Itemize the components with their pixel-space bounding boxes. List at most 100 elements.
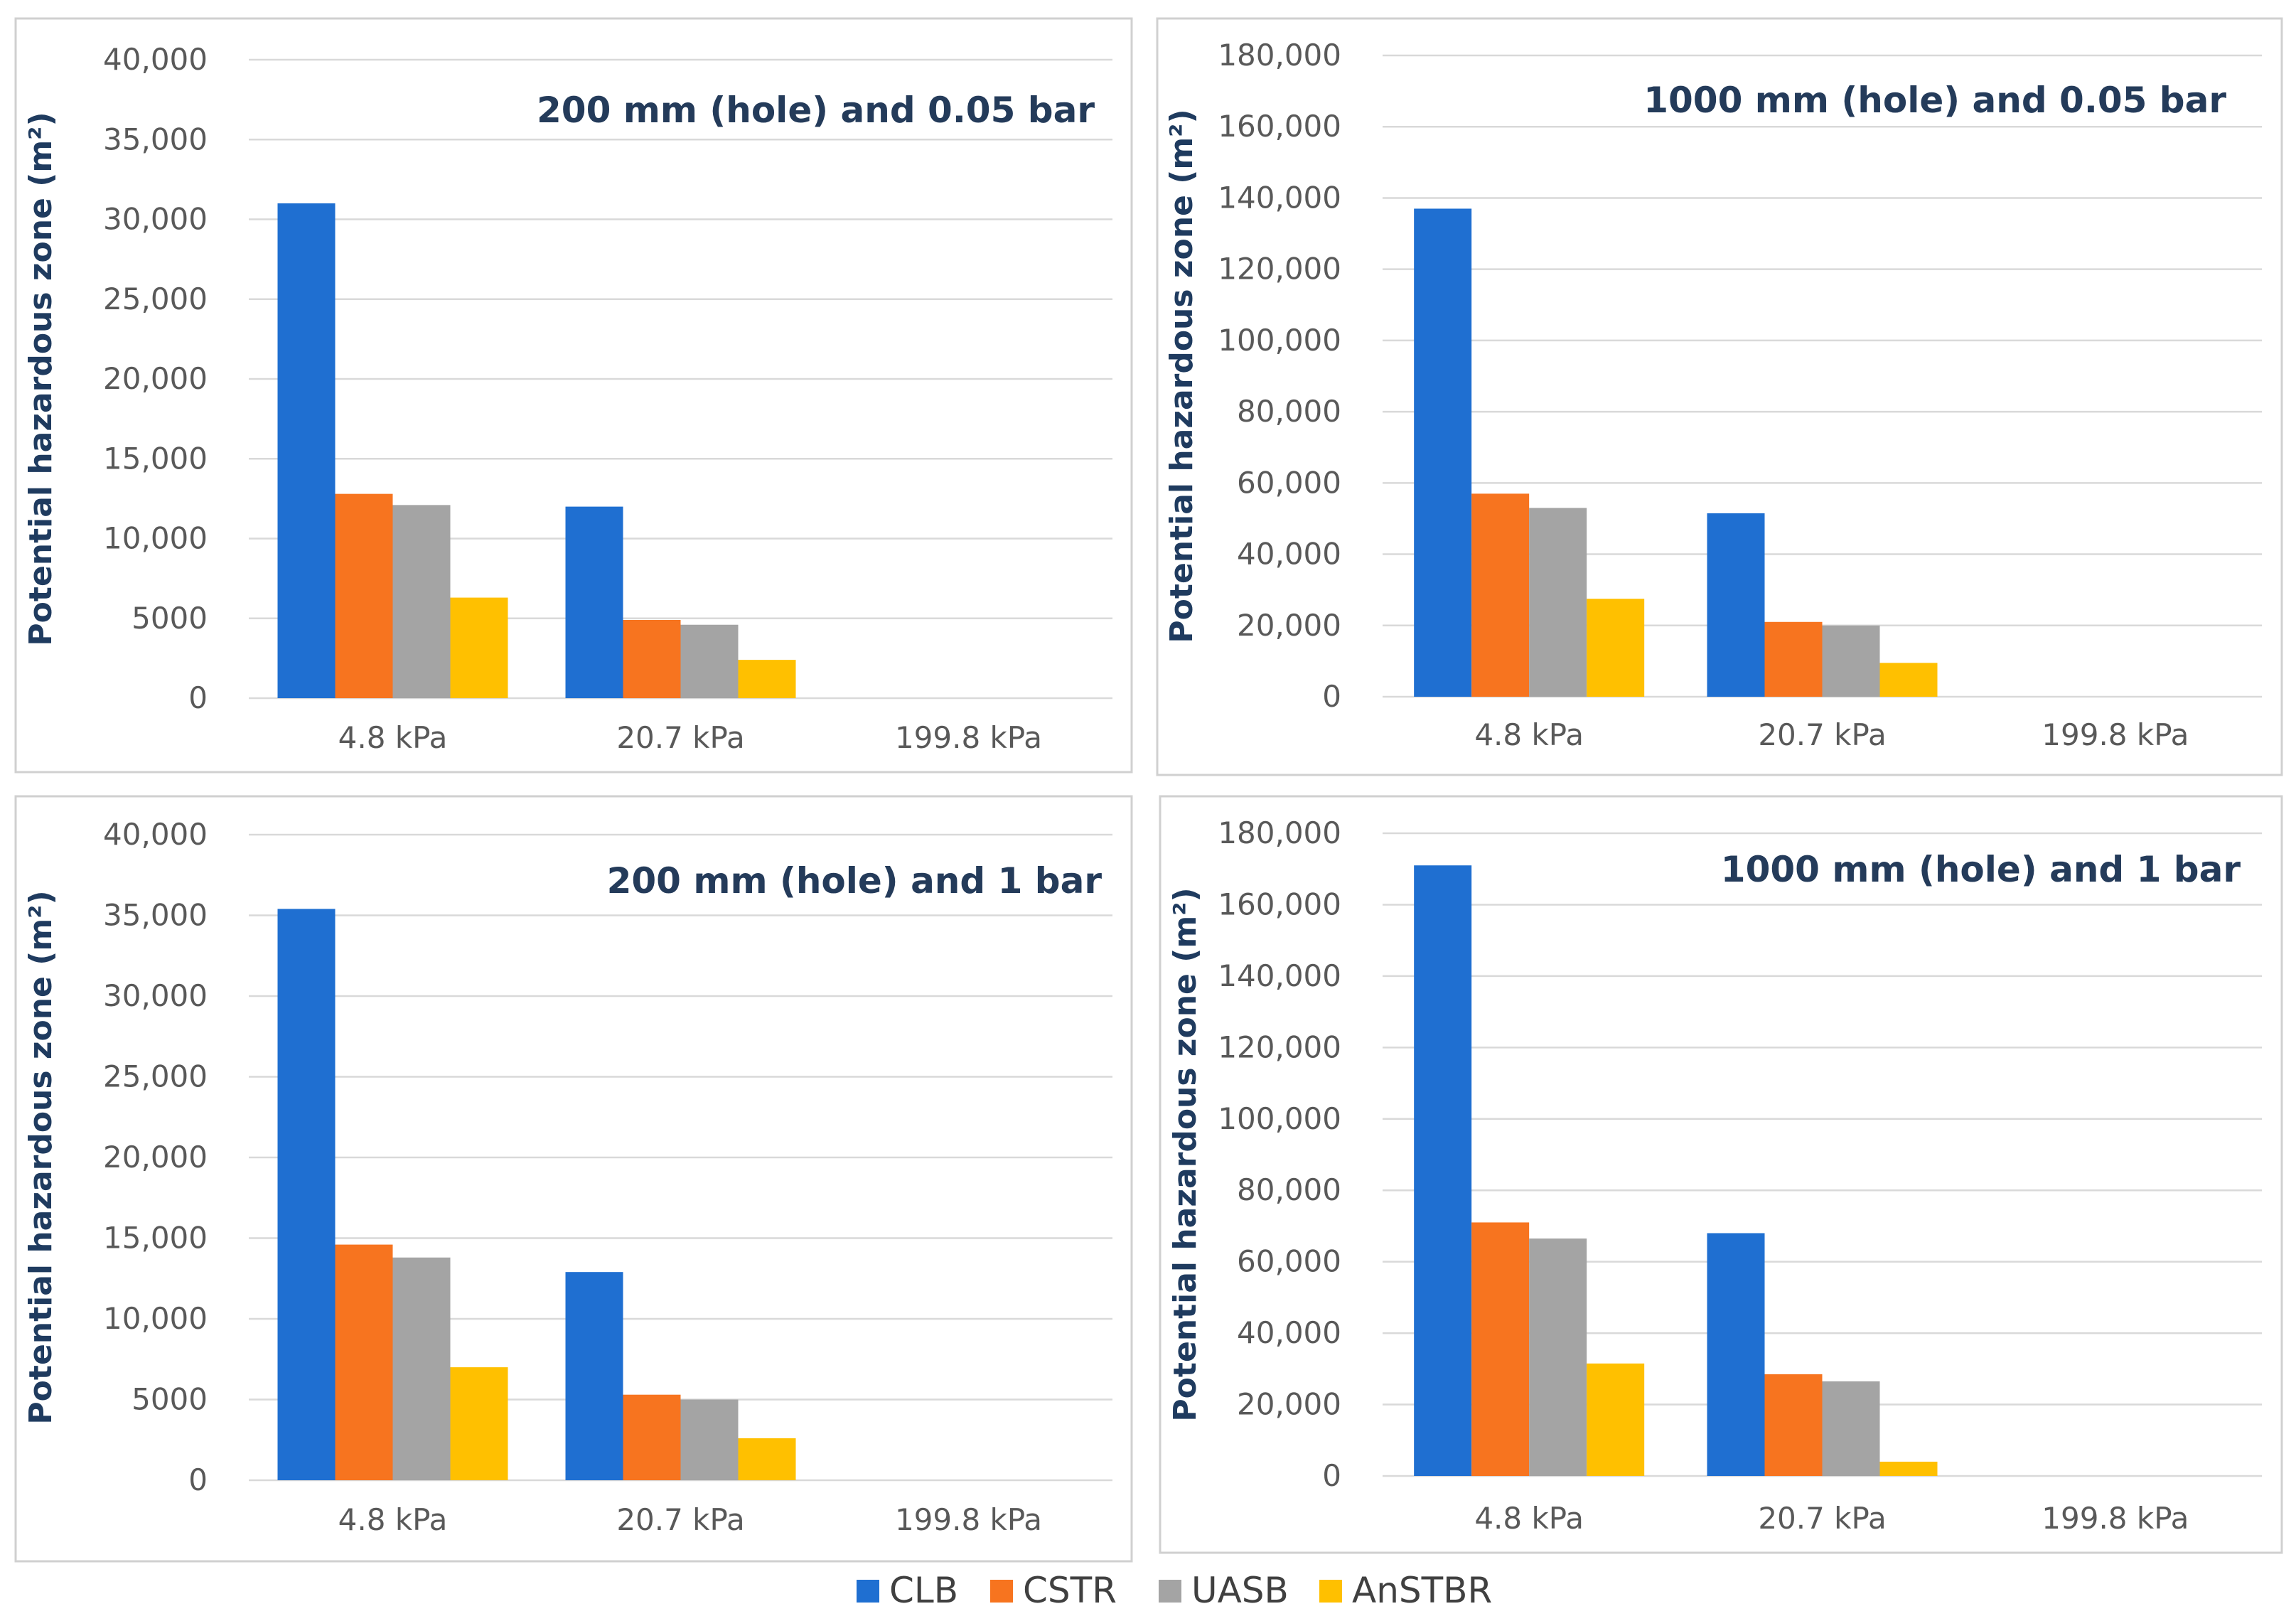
y-tick-label: 60,000	[1237, 1244, 1341, 1279]
bar-clb-2	[565, 506, 623, 698]
y-tick-label: 40,000	[1237, 537, 1341, 572]
y-tick-label: 20,000	[103, 1140, 208, 1175]
chart-title: 1000 mm (hole) and 0.05 bar	[1643, 80, 2226, 121]
chart-panel-4: 0 20,000 40,000 60,000 80,000 100,000 120,000 1…	[1159, 795, 2283, 1554]
y-tick-label: 60,000	[1237, 465, 1341, 500]
bar-uasb-1	[392, 1257, 451, 1480]
legend: CLB CSTR UASB AnSTBR	[857, 1570, 1492, 1611]
bar-clb-1	[1414, 208, 1472, 697]
bar-uasb-2	[1822, 625, 1880, 697]
bar-anstbr-2	[738, 1438, 796, 1480]
legend-item-clb: CLB	[857, 1570, 958, 1611]
legend-item-cstr: CSTR	[990, 1570, 1117, 1611]
bar-anstbr-2	[1879, 663, 1938, 697]
bar-cstr-1	[1471, 1222, 1530, 1476]
y-tick-label: 30,000	[103, 202, 208, 237]
bar-clb-1	[277, 203, 336, 698]
legend-swatch	[1319, 1580, 1342, 1603]
y-tick-label: 30,000	[103, 978, 208, 1013]
y-tick-label: 25,000	[103, 282, 208, 316]
y-tick-label: 5000	[132, 1382, 208, 1417]
y-tick-label: 5000	[132, 601, 208, 636]
legend-swatch	[990, 1580, 1013, 1603]
y-tick-label: 15,000	[103, 1221, 208, 1256]
y-tick-label: 120,000	[1218, 252, 1341, 287]
legend-label: UASB	[1191, 1570, 1289, 1611]
y-axis-title: Potential hazardous zone (m²)	[23, 112, 59, 646]
y-tick-label: 100,000	[1218, 1101, 1341, 1136]
bar-cstr-1	[335, 1244, 393, 1480]
x-category-label: 20.7 kPa	[616, 720, 744, 755]
y-tick-label: 120,000	[1218, 1029, 1341, 1064]
y-tick-label: 80,000	[1237, 1172, 1341, 1207]
legend-item-anstbr: AnSTBR	[1319, 1570, 1492, 1611]
bar-uasb-2	[1822, 1381, 1880, 1476]
x-category-label: 20.7 kPa	[1758, 1501, 1886, 1536]
bar-cstr-2	[1764, 1374, 1823, 1476]
y-tick-label: 10,000	[103, 1301, 208, 1336]
y-axis-title: Potential hazardous zone (m²)	[1167, 887, 1203, 1421]
x-category-label: 4.8 kPa	[338, 720, 448, 755]
bar-cstr-2	[1764, 621, 1823, 697]
bar-cstr-1	[335, 493, 393, 698]
y-tick-label: 40,000	[103, 42, 208, 77]
bar-anstbr-1	[1587, 599, 1645, 697]
chart-panel-3: 0 5000 10,000 15,000 20,000 25,000 30,000 35,00…	[14, 795, 1133, 1563]
x-category-label: 199.8 kPa	[2042, 1501, 2189, 1536]
y-tick-label: 35,000	[103, 898, 208, 933]
bar-cstr-2	[623, 619, 681, 698]
y-tick-label: 15,000	[103, 441, 208, 476]
y-tick-label: 80,000	[1237, 394, 1341, 429]
y-tick-label: 35,000	[103, 122, 208, 156]
legend-swatch	[857, 1580, 879, 1603]
bar-cstr-2	[623, 1394, 681, 1480]
y-tick-label: 20,000	[1237, 1387, 1341, 1422]
bar-uasb-1	[1529, 508, 1587, 697]
bar-uasb-2	[680, 1399, 739, 1480]
x-category-label: 20.7 kPa	[616, 1502, 744, 1537]
x-category-label: 199.8 kPa	[895, 720, 1042, 755]
y-tick-label: 25,000	[103, 1059, 208, 1094]
chart-panel-2: 0 20,000 40,000 60,000 80,000 100,000 120,000 1…	[1156, 17, 2283, 776]
y-tick-label: 0	[1322, 1458, 1341, 1493]
bar-anstbr-1	[1587, 1363, 1645, 1476]
bar-clb-2	[1707, 1233, 1765, 1476]
legend-swatch	[1159, 1580, 1181, 1603]
y-tick-label: 20,000	[103, 361, 208, 396]
bar-clb-1	[277, 909, 336, 1480]
bar-uasb-1	[392, 505, 451, 698]
y-tick-label: 10,000	[103, 521, 208, 556]
x-category-label: 4.8 kPa	[338, 1502, 448, 1537]
chart-title: 1000 mm (hole) and 1 bar	[1721, 849, 2241, 890]
bar-clb-1	[1414, 865, 1472, 1476]
y-axis-title: Potential hazardous zone (m²)	[23, 890, 59, 1424]
y-tick-label: 0	[188, 1462, 208, 1497]
bar-clb-2	[1707, 513, 1765, 697]
y-axis-title: Potential hazardous zone (m²)	[1164, 109, 1200, 643]
bar-cstr-1	[1471, 493, 1530, 697]
y-tick-label: 40,000	[103, 817, 208, 852]
chart-panel-1: 0 5000 10,000 15,000 20,000 25,000 30,000 35,00…	[14, 17, 1133, 774]
y-tick-label: 0	[188, 680, 208, 715]
y-tick-label: 100,000	[1218, 323, 1341, 358]
y-tick-label: 180,000	[1218, 815, 1341, 850]
legend-label: AnSTBR	[1352, 1570, 1492, 1611]
x-category-label: 4.8 kPa	[1474, 717, 1584, 752]
y-tick-label: 20,000	[1237, 608, 1341, 643]
x-category-label: 20.7 kPa	[1758, 717, 1886, 752]
x-category-label: 4.8 kPa	[1474, 1501, 1584, 1536]
bar-uasb-1	[1529, 1239, 1587, 1476]
bar-anstbr-1	[450, 597, 508, 698]
legend-label: CSTR	[1023, 1570, 1117, 1611]
chart-title: 200 mm (hole) and 1 bar	[607, 860, 1103, 902]
y-tick-label: 140,000	[1218, 180, 1341, 215]
x-category-label: 199.8 kPa	[2042, 717, 2189, 752]
y-tick-label: 40,000	[1237, 1315, 1341, 1350]
y-tick-label: 0	[1322, 679, 1341, 714]
chart-title: 200 mm (hole) and 0.05 bar	[537, 90, 1095, 131]
y-tick-label: 140,000	[1218, 958, 1341, 993]
bar-anstbr-2	[1879, 1461, 1938, 1476]
bar-anstbr-2	[738, 660, 796, 698]
y-tick-label: 180,000	[1218, 38, 1341, 73]
